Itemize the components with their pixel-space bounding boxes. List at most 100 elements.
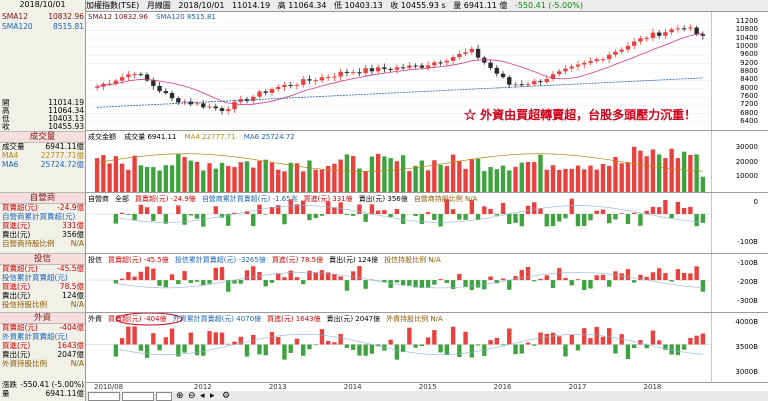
net-buy-sell-bar [332,273,337,281]
info-sidebar: 2018/10/01 SMA12 10832.96 SMA120 8515.81 開… [0,0,86,401]
net-buy-sell-bar [182,271,187,281]
volume-panel[interactable]: 成交金額 成交量 6941.11 MA4 22777.71 MA6 25724.… [86,130,768,192]
volume-bar [182,156,187,192]
start-date-select[interactable] [88,392,120,401]
net-buy-sell-bar [557,214,562,222]
candle-body [438,62,443,64]
foreign-bars[interactable] [86,313,712,383]
net-buy-sell-bar [588,280,593,289]
trust-legend: 投信 買賣超(元) -45.5億 投信累計買賣超(元) -3265億 買進(元) 78… [88,255,447,265]
foreign-ratio-row: 外資持股比例 N/A [2,359,84,368]
volume-axis: 30000 20000 10000 [711,131,768,192]
volume-bar [332,163,337,192]
net-buy-sell-bar [625,269,631,281]
net-buy-sell-bar [363,344,368,356]
scroll-left-icon[interactable]: ◂ [200,391,205,401]
zoom-in-icon[interactable]: ⊕ [176,391,184,401]
price-panel[interactable]: SMA12 10832.96 SMA120 8515.81 11200 10800… [86,11,768,130]
net-buy-sell-bar [594,275,599,281]
candle-body [400,67,406,69]
volume-bar [157,170,162,192]
title-date: 2018/10/01 [178,1,225,10]
candle-body [563,68,568,72]
volume-bar [638,150,643,192]
net-buy-sell-bar [600,209,606,214]
volume-bar [94,158,100,192]
volume-bar [438,164,443,192]
settings-icon[interactable]: ⚙ [222,391,231,401]
net-buy-sell-bar [450,209,456,214]
net-buy-sell-bar [675,344,681,356]
net-buy-sell-bar [232,341,237,345]
candle-body [325,77,331,79]
candle-body [432,62,437,66]
net-buy-sell-bar [550,214,556,227]
net-buy-sell-bar [507,280,512,290]
volume-bar [251,167,256,192]
net-buy-sell-bar [263,280,268,287]
foreign-panel[interactable]: 外資 買賣超(元) -404億 外資累計買賣超(元) 4070億 買進(元) 1643… [86,312,768,383]
net-buy-sell-bar [400,280,406,286]
candlestick-chart[interactable] [86,12,712,130]
net-buy-sell-bar [407,280,412,286]
trust-panel[interactable]: 投信 買賣超(元) -45.5億 投信累計買賣超(元) -3265億 買進(元) 78… [86,253,768,312]
axis-tick-label: -100B [737,238,758,246]
net-buy-sell-bar [463,214,468,220]
net-buy-sell-bar [444,344,450,355]
candle-body [700,34,706,36]
price-tick-label: 7200 [740,100,758,109]
chart-area[interactable]: 加權指數(TSE) 月線圖 2018/10/01 11014.19 高 1106… [86,0,768,401]
open-row: 開 11014.19 [2,98,84,107]
vol-ma6-label: MA6 25724.72 [243,133,295,141]
period-select[interactable] [156,392,172,401]
title-volume: 量 6941.11 億 [453,1,508,10]
candle-body [201,103,206,108]
candle-body [94,86,100,88]
volume-bar [338,159,343,192]
close-row: 收 10455.93 [2,122,84,131]
legend-item: 買賣超(元) -404億 [108,315,167,323]
zoom-out-icon[interactable]: ⊖ [188,391,196,401]
trust-ratio-row: 投信持股比例 N/A [2,300,84,309]
legend-item: 買進(元) 78.5億 [271,256,324,264]
volume-bar [525,161,531,192]
net-buy-sell-bar [169,328,175,345]
volume-bar [113,156,119,192]
net-buy-sell-bar [538,278,543,281]
net-buy-sell-bar [338,276,343,281]
volume-bars[interactable] [86,131,712,192]
sma12-line [97,33,703,106]
candle-body [444,60,450,63]
net-buy-sell-bar [432,214,437,220]
volume-bar [294,163,300,192]
net-buy-sell-bar [482,206,487,214]
net-buy-sell-bar [469,280,475,290]
net-buy-sell-bar [369,344,375,354]
trust-bars[interactable] [86,254,712,312]
sma12-label: SMA12 10832.96 [88,13,148,21]
candle-body [694,27,699,35]
year-label: 2015 [418,383,437,391]
foreign-sell-row: 賣出(元) 2047億 [2,350,84,359]
title-open: 11014.19 [232,1,271,10]
net-buy-sell-bar [663,200,668,214]
net-buy-sell-bar [413,344,418,348]
volume-bar [425,170,431,192]
dealer-bars[interactable] [86,193,712,253]
dealer-buy-row: 買進(元) 331億 [2,221,84,230]
end-date-select[interactable] [122,392,154,401]
foreign-axis: 4000B 3500B 3000B [711,313,768,383]
net-buy-sell-bar [494,280,499,284]
net-buy-sell-bar [513,214,518,223]
dealer-panel[interactable]: 自營商 全部 買賣超(元) -24.9億 自營商累計買賣超(元) -1.65兆 買進(元… [86,192,768,253]
scroll-right-icon[interactable]: ▸ [210,391,215,401]
candle-body [307,79,312,81]
net-buy-sell-bar [694,335,699,345]
net-buy-sell-bar [307,270,312,281]
candle-body [413,65,418,67]
net-buy-sell-bar [644,276,649,281]
net-buy-sell-bar [332,207,337,214]
net-buy-sell-bar [151,268,156,281]
candle-body [182,101,187,103]
volume-bar [419,160,425,192]
